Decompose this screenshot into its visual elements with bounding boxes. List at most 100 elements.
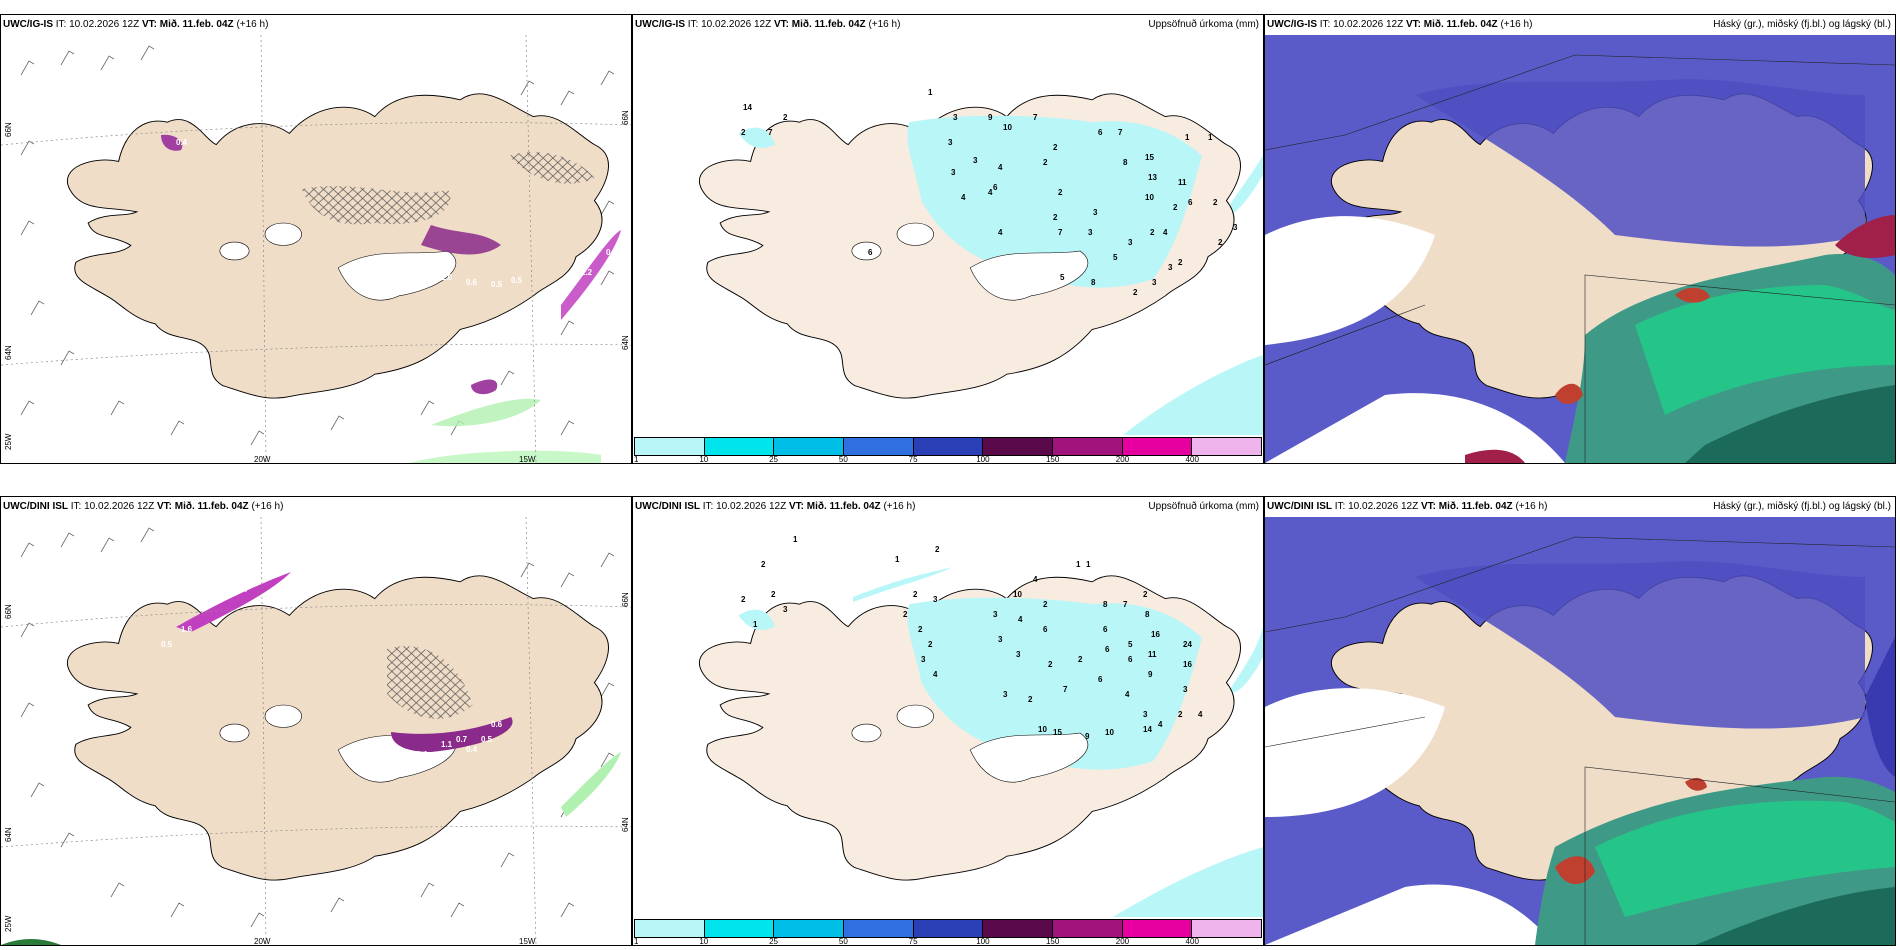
precip-value: 3 (998, 635, 1003, 644)
icing-areas (1, 572, 621, 945)
lon-label-15w: 15W (519, 937, 536, 946)
valid-time: Mið. 11.feb. 04Z (791, 19, 866, 30)
valid-time: Mið. 11.feb. 04Z (174, 501, 249, 512)
colorbar-tick: 100 (976, 937, 990, 946)
colorbar-swatch (913, 438, 984, 455)
precip-value: 11 (1178, 178, 1187, 187)
precip-value: 24 (1183, 640, 1192, 649)
ice-value: 0.5 (481, 735, 493, 744)
precip-value: 8 (1145, 610, 1150, 619)
panel-header: UWC/IG-IS IT: 10.02.2026 12Z VT: Mið. 11… (1267, 19, 1891, 30)
precip-value: 4 (1125, 690, 1130, 699)
precip-value: 9 (1148, 670, 1153, 679)
colorbar-tick: 200 (1115, 937, 1130, 946)
init-time: 10.02.2026 12Z (716, 501, 787, 512)
precip-value: 4 (961, 193, 966, 202)
ice-value: 1.6 (181, 625, 193, 634)
panel-header: UWC/IG-IS IT: 10.02.2026 12Z VT: Mið. 11… (635, 19, 1259, 30)
precip-value: 4 (1018, 615, 1023, 624)
precip-value: 6 (1105, 645, 1110, 654)
precip-value: 7 (1058, 228, 1063, 237)
precip-value: 6 (1128, 655, 1133, 664)
precip-value: 2 (1178, 710, 1183, 719)
colorbar-tick: 75 (908, 937, 918, 946)
precip-value: 2 (1048, 660, 1053, 669)
precip-value: 15 (1145, 153, 1154, 162)
precip-value: 2 (1058, 188, 1063, 197)
init-time: 10.02.2026 12Z (1348, 501, 1419, 512)
model-name: UWC/IG-IS (1267, 19, 1317, 30)
colorbar-tick: 400 (1185, 455, 1199, 464)
precip-colorbar: 1 10 25 50 75 100 150 200 400 (633, 435, 1263, 463)
colorbar-swatch (635, 920, 705, 937)
ice-value: 1.1 (441, 740, 453, 749)
panel-igis-wind: UWC/IG-IS IT: 10.02.2026 12Z VT: Mið. 11… (0, 14, 632, 464)
valid-time: Mið. 11.feb. 04Z (806, 501, 881, 512)
colorbar-tick: 100 (976, 455, 990, 464)
colorbar-swatch (1192, 920, 1262, 937)
colorbar-swatch (983, 920, 1054, 937)
lead-time: (+16 h) (868, 19, 901, 30)
precip-value: 10 (1105, 728, 1114, 737)
panel-dini-clouds: UWC/DINI ISL IT: 10.02.2026 12Z VT: Mið.… (1264, 496, 1896, 946)
precip-value: 3 (1003, 690, 1008, 699)
colorbar-swatch (1053, 438, 1123, 455)
colorbar-swatch (774, 438, 845, 455)
precip-value: 2 (928, 640, 933, 649)
precip-value: 7 (1063, 685, 1068, 694)
precip-value: 2 (903, 610, 908, 619)
precip-value: 2 (918, 625, 923, 634)
lat-label-64n-right: 64N (621, 335, 630, 350)
colorbar-swatch (704, 920, 775, 937)
precip-value: 5 (1060, 273, 1065, 282)
precip-value: 2 (1173, 203, 1178, 212)
panel-title: Háský (gr.), miðský (fj.bl.) og lágský (… (1713, 19, 1891, 30)
ice-value: 1.2 (581, 268, 593, 277)
colorbar-swatch (913, 920, 984, 937)
precip-value: 6 (1103, 625, 1108, 634)
ice-value: 0.5 (491, 280, 503, 289)
precip-value: 2 (1178, 258, 1183, 267)
precip-amounts: 14 2 7 2 1 3 9 10 7 2 6 7 15 1 1 3 3 3 4… (741, 88, 1238, 297)
precip-value: 11 (1148, 650, 1157, 659)
colorbar-tick: 25 (769, 937, 778, 946)
precip-value: 4 (998, 228, 1003, 237)
precip-value: 4 (933, 670, 938, 679)
precip-value: 3 (951, 168, 956, 177)
panel-dini-wind: UWC/DINI ISL IT: 10.02.2026 12Z VT: Mið.… (0, 496, 632, 946)
precip-value: 10 (1038, 725, 1047, 734)
precip-value: 3 (1143, 710, 1148, 719)
precip-value: 6 (993, 183, 998, 192)
init-time: 10.02.2026 12Z (69, 19, 140, 30)
ice-value: 2.0 (441, 273, 453, 282)
precip-value: 3 (1016, 650, 1021, 659)
model-name: UWC/DINI ISL (3, 501, 68, 512)
precip-value: 1 (1185, 133, 1190, 142)
precip-value: 6 (1188, 198, 1193, 207)
precip-value: 2 (1218, 238, 1223, 247)
precip-value: 8 (1091, 278, 1096, 287)
precip-value: 7 (768, 128, 773, 137)
ice-value: 0.5 (396, 268, 408, 277)
lead-time: (+16 h) (883, 501, 916, 512)
precip-value: 3 (973, 156, 978, 165)
wind-map: 0.5 2.0 0.6 0.5 0.5 0.4 1.2 0.4 0.5 (1, 35, 631, 463)
precip-value: 4 (1158, 720, 1163, 729)
precip-value: 14 (743, 103, 752, 112)
precip-value: 1 (1076, 560, 1081, 569)
precip-value: 10 (1145, 193, 1154, 202)
precip-value: 9 (988, 113, 993, 122)
panel-igis-clouds: UWC/IG-IS IT: 10.02.2026 12Z VT: Mið. 11… (1264, 14, 1896, 464)
ice-value: 0.5 (511, 276, 523, 285)
colorbar-tick: 50 (838, 455, 848, 464)
lat-label-64n: 64N (4, 827, 13, 842)
precip-value: 2 (1150, 228, 1155, 237)
panel-header: UWC/DINI ISL IT: 10.02.2026 12Z VT: Mið.… (1267, 501, 1891, 512)
precip-value: 2 (771, 590, 776, 599)
colorbar-tick: 10 (699, 455, 709, 464)
ice-value: 0.6 (491, 720, 503, 729)
precip-value: 6 (868, 248, 873, 257)
lon-label-20w: 20W (254, 937, 271, 946)
precip-value: 3 (948, 138, 953, 147)
precip-value: 4 (998, 163, 1003, 172)
